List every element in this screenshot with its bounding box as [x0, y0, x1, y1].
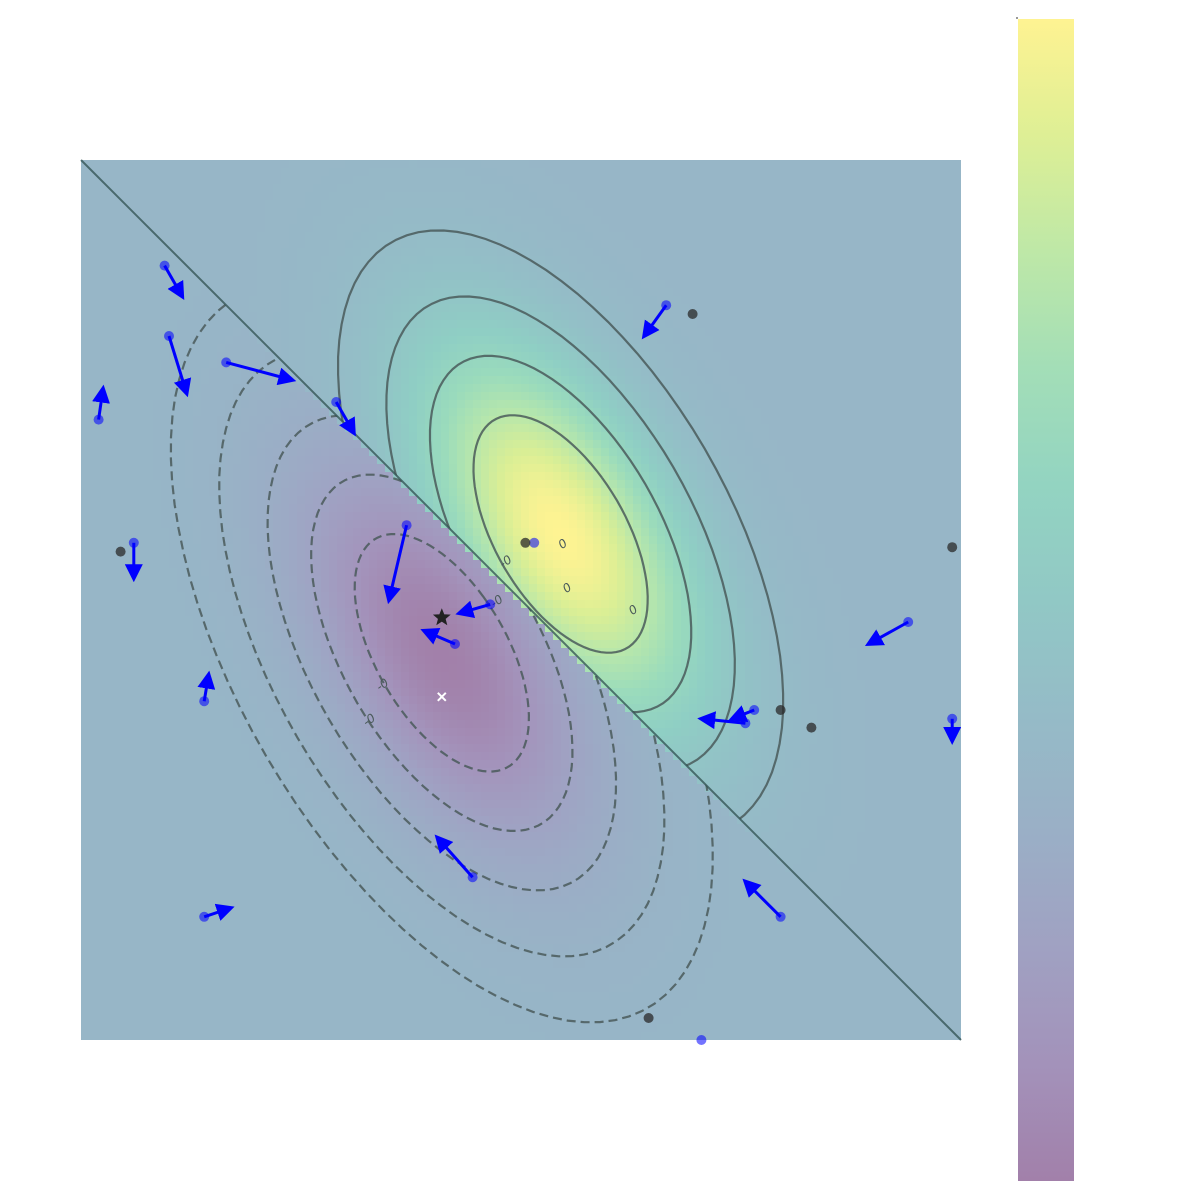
dark-point — [687, 309, 698, 319]
vector-arrow — [334, 401, 356, 437]
vector-arrow — [742, 878, 782, 918]
dark-point — [520, 537, 531, 548]
vector-arrows — [92, 260, 962, 1045]
plot-area: 000-0-0-0-0 — [80, 159, 962, 1045]
vector-arrow — [167, 335, 192, 398]
vector-arrow — [455, 600, 491, 619]
vector-origin — [696, 1035, 707, 1045]
vector-arrow — [383, 524, 409, 605]
dark-point — [775, 705, 786, 715]
contour-dashed — [353, 532, 531, 773]
boundary-line — [80, 159, 962, 1041]
dark-point — [115, 546, 126, 557]
vector-arrow — [728, 705, 755, 723]
star-marker — [432, 608, 451, 626]
vector-arrow — [697, 711, 746, 730]
colorbar — [1016, 17, 1074, 1181]
contour-solid — [472, 414, 649, 654]
dark-points — [115, 309, 958, 1023]
colorbar-gradient — [1018, 19, 1074, 1181]
vector-arrow — [864, 620, 909, 647]
dark-point — [643, 1013, 654, 1023]
special-markers — [432, 608, 451, 702]
vector-arrow — [92, 384, 110, 420]
vector-arrow — [420, 627, 456, 646]
vector-arrow — [641, 304, 668, 340]
cross-marker — [437, 692, 447, 702]
vector-arrow — [434, 834, 474, 879]
vector-origin — [529, 537, 540, 548]
dark-point — [947, 542, 958, 553]
dark-point — [806, 722, 817, 733]
vector-arrow — [225, 360, 297, 386]
vector-arrow — [163, 264, 185, 301]
vector-arrow — [203, 903, 235, 921]
contour-dashed — [310, 473, 574, 833]
vector-arrow — [197, 670, 216, 702]
